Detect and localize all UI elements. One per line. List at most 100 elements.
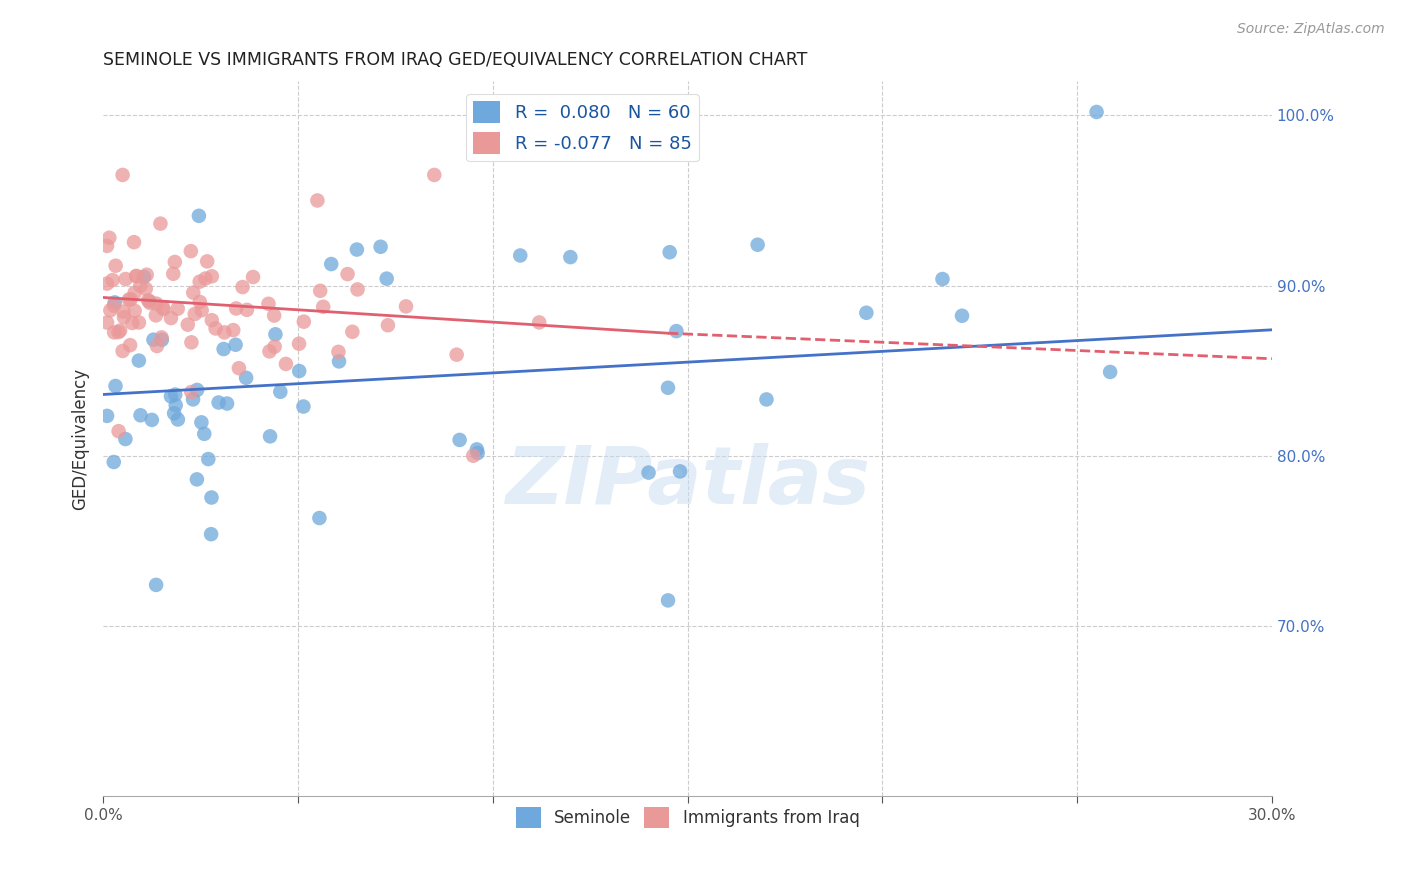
- Point: [193, 426, 215, 441]
- Point: [104, 295, 127, 310]
- Point: [167, 412, 190, 426]
- Point: [103, 326, 125, 340]
- Point: [207, 395, 229, 409]
- Point: [222, 323, 245, 337]
- Point: [150, 333, 173, 347]
- Y-axis label: GED/Equivalency: GED/Equivalency: [72, 368, 89, 510]
- Point: [257, 297, 280, 311]
- Point: [129, 279, 152, 293]
- Point: [263, 340, 285, 354]
- Point: [124, 285, 146, 300]
- Point: [177, 318, 200, 332]
- Point: [308, 511, 330, 525]
- Point: [129, 409, 152, 423]
- Text: ZIPatlas: ZIPatlas: [505, 442, 870, 521]
- Point: [149, 217, 172, 231]
- Point: [509, 248, 531, 262]
- Point: [184, 307, 207, 321]
- Point: [288, 336, 311, 351]
- Point: [197, 452, 219, 467]
- Point: [395, 299, 418, 313]
- Point: [342, 325, 364, 339]
- Point: [200, 527, 222, 541]
- Point: [188, 295, 211, 310]
- Point: [186, 472, 208, 486]
- Point: [120, 338, 142, 352]
- Point: [264, 327, 287, 342]
- Point: [370, 240, 392, 254]
- Point: [121, 316, 143, 330]
- Point: [215, 396, 238, 410]
- Point: [259, 344, 281, 359]
- Point: [214, 326, 236, 340]
- Point: [139, 296, 162, 310]
- Point: [101, 273, 124, 287]
- Point: [146, 339, 169, 353]
- Point: [122, 235, 145, 249]
- Point: [463, 449, 485, 463]
- Legend: Seminole, Immigrants from Iraq: Seminole, Immigrants from Iraq: [509, 800, 866, 834]
- Point: [446, 348, 468, 362]
- Point: [188, 275, 211, 289]
- Point: [132, 270, 155, 285]
- Point: [181, 285, 204, 300]
- Point: [166, 301, 188, 316]
- Point: [346, 243, 368, 257]
- Point: [1085, 105, 1108, 120]
- Point: [141, 413, 163, 427]
- Point: [180, 244, 202, 259]
- Point: [657, 381, 679, 395]
- Point: [235, 371, 257, 385]
- Point: [165, 387, 187, 401]
- Point: [200, 491, 222, 505]
- Point: [292, 400, 315, 414]
- Point: [180, 335, 202, 350]
- Point: [145, 578, 167, 592]
- Point: [124, 303, 146, 318]
- Point: [755, 392, 778, 407]
- Point: [118, 293, 141, 307]
- Point: [111, 168, 134, 182]
- Point: [321, 257, 343, 271]
- Point: [194, 271, 217, 285]
- Point: [950, 309, 973, 323]
- Point: [204, 321, 226, 335]
- Point: [107, 325, 129, 339]
- Point: [163, 406, 186, 420]
- Point: [180, 385, 202, 400]
- Point: [112, 304, 135, 318]
- Point: [96, 409, 118, 423]
- Point: [328, 354, 350, 368]
- Point: [104, 379, 127, 393]
- Point: [108, 324, 131, 338]
- Point: [135, 268, 157, 282]
- Point: [152, 301, 174, 315]
- Point: [136, 293, 159, 308]
- Point: [336, 267, 359, 281]
- Point: [309, 284, 332, 298]
- Point: [312, 300, 335, 314]
- Point: [138, 294, 160, 309]
- Point: [98, 231, 121, 245]
- Point: [637, 466, 659, 480]
- Point: [152, 302, 174, 317]
- Point: [527, 315, 550, 329]
- Point: [145, 309, 167, 323]
- Point: [150, 330, 173, 344]
- Point: [328, 344, 350, 359]
- Point: [111, 343, 134, 358]
- Point: [160, 311, 183, 326]
- Point: [120, 293, 142, 307]
- Point: [1099, 365, 1122, 379]
- Point: [225, 301, 247, 316]
- Point: [449, 433, 471, 447]
- Point: [103, 455, 125, 469]
- Point: [288, 364, 311, 378]
- Point: [160, 389, 183, 403]
- Point: [103, 299, 125, 313]
- Point: [96, 277, 118, 291]
- Point: [135, 282, 157, 296]
- Point: [346, 282, 368, 296]
- Point: [190, 416, 212, 430]
- Point: [163, 255, 186, 269]
